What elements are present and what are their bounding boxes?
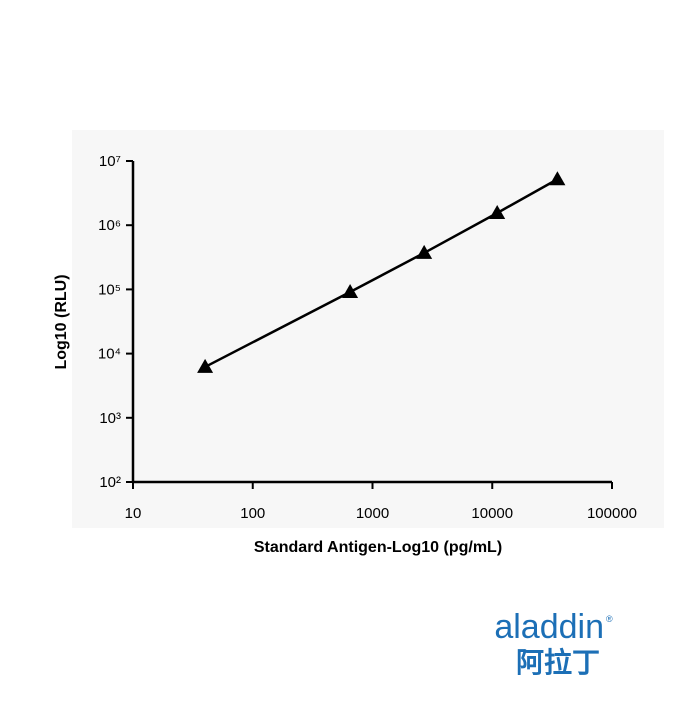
data-point bbox=[549, 171, 566, 186]
logo-mark: ® bbox=[606, 614, 613, 624]
y-tick-label: 10⁵ bbox=[98, 281, 121, 298]
y-tick-label: 10⁷ bbox=[99, 153, 121, 170]
x-tick-label: 1000 bbox=[356, 505, 389, 522]
logo-text: aladdin bbox=[494, 608, 604, 646]
data-point bbox=[489, 204, 506, 219]
y-tick-label: 10⁶ bbox=[98, 217, 121, 234]
logo-cn: 阿拉丁 bbox=[516, 646, 600, 678]
x-tick-label: 10 bbox=[125, 505, 142, 522]
data-point bbox=[416, 244, 433, 259]
data-point bbox=[197, 358, 214, 373]
y-axis-label: Log10 (RLU) bbox=[53, 274, 70, 369]
x-tick-label: 10000 bbox=[471, 505, 513, 522]
x-tick-label: 100000 bbox=[587, 505, 637, 522]
data-point bbox=[342, 284, 359, 299]
y-tick-label: 10⁴ bbox=[98, 346, 121, 363]
y-tick-label: 10² bbox=[99, 474, 121, 491]
x-tick-label: 100 bbox=[240, 505, 265, 522]
x-axis-label: Standard Antigen-Log10 (pg/mL) bbox=[254, 539, 502, 556]
plot-background bbox=[72, 130, 664, 528]
y-tick-label: 10³ bbox=[99, 410, 121, 427]
